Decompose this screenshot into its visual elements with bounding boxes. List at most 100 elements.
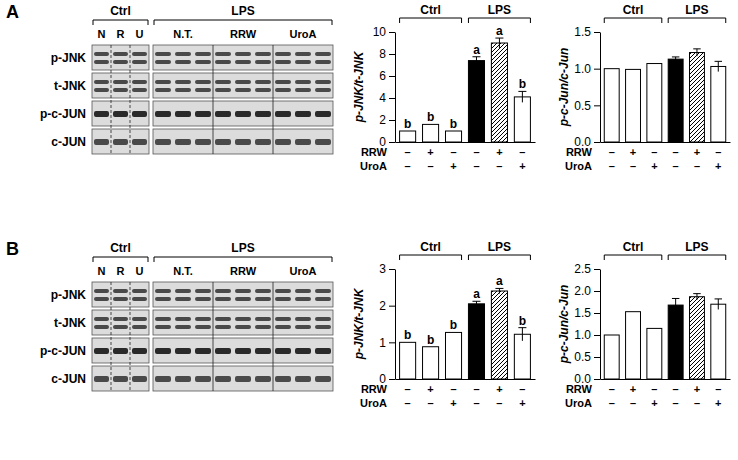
lane-label: U [136,28,144,40]
blot-band [215,88,231,92]
blot-band [113,325,128,329]
blot-band [255,111,271,117]
bar [626,312,641,379]
bar [647,64,662,142]
treatment-sign: – [405,146,411,158]
tick-label: 2 [379,299,386,313]
blot-band [255,325,271,329]
row-label: c-JUN [51,372,86,386]
blot-band [113,52,128,56]
y-tick: 2.5 [574,262,600,276]
blot-band [215,139,231,145]
blot-band [235,60,251,64]
y-tick: 2 [379,113,395,127]
treatment-sign: – [673,383,679,395]
tick-label: 6 [379,69,386,83]
blot-band [94,139,109,145]
blot-band [195,376,211,382]
blot-band [94,297,109,301]
treatment-sign: – [651,383,657,395]
group-bracket [468,18,530,23]
blot-band [255,60,271,64]
treatment-label: UroA [360,397,387,409]
blot-band [175,80,191,84]
lane-separator [130,45,131,154]
blot-band [315,80,331,84]
row-label: p-JNK [51,51,87,65]
treatment-sign: + [450,160,456,172]
group-bracket [93,257,148,262]
axis-line [396,379,536,380]
blot-band [132,60,147,64]
blot-band [132,52,147,56]
bar [711,304,726,379]
treatment-sign: + [715,160,721,172]
blot-band [315,289,331,293]
error-bar [518,328,526,341]
significance-letter: a [496,24,503,38]
group-label: LPS [231,4,254,18]
bar-chart: 0246810p-JNK/t-JNKbbbaabCtrlLPSRRW–+––+–… [352,3,536,172]
blot-band [235,80,251,84]
treatment-sign: – [694,160,700,172]
y-tick: 1.0 [574,62,600,76]
bar [514,97,530,142]
blot-band [113,289,128,293]
blot-background [153,282,333,307]
tick-mark [594,269,600,270]
treatment-sign: + [427,146,433,158]
blot-band [275,111,291,117]
blot-band [113,376,128,382]
blot-band [195,52,211,56]
blot-background [153,338,333,363]
error-bar [715,299,722,310]
bar [647,328,662,379]
bar [604,69,619,142]
blot-band [275,289,291,293]
error-bar [472,57,480,65]
blot-band [113,139,128,145]
blot-band [295,139,311,145]
blot-band [215,80,231,84]
y-tick: 4 [379,91,395,105]
treatment-sign: – [630,160,636,172]
panel-letter: A [6,2,19,22]
blot-band [175,52,191,56]
blot-background [153,73,333,98]
treatment-label: UroA [565,397,592,409]
blot-band [215,348,231,354]
blot-background [92,129,149,154]
lane-separator [273,282,274,391]
tick-mark [389,342,395,343]
blot-band [255,88,271,92]
blot-panel: BCtrlNRULPSN.T.RRWUroAp-JNKt-JNKp-c-JUNc… [6,239,333,391]
blot-band [315,60,331,64]
group-bracket [93,20,148,25]
blot-band [175,289,191,293]
blot-band [113,80,128,84]
blot-band [315,139,331,145]
blot-band [295,317,311,321]
treatment-sign: – [630,397,636,409]
blot-band [94,88,109,92]
lane-label: N.T. [173,265,193,277]
row-label: p-JNK [51,288,87,302]
blot-band [132,297,147,301]
bar [491,291,507,379]
tick-label: 1 [379,336,386,350]
blot-background [92,282,149,307]
treatment-sign: – [609,160,615,172]
blot-band [255,139,271,145]
blot-band [215,52,231,56]
blot-band [295,348,311,354]
significance-letter: b [519,314,526,328]
blot-band [215,376,231,382]
y-axis-title: p-JNK/t-JNK [352,287,366,360]
significance-letter: b [404,117,411,131]
tick-mark [594,105,600,106]
lane-label: R [117,265,125,277]
tick-mark [389,120,395,121]
blot-band [255,376,271,382]
blot-band [132,376,147,382]
treatment-sign: – [428,160,434,172]
